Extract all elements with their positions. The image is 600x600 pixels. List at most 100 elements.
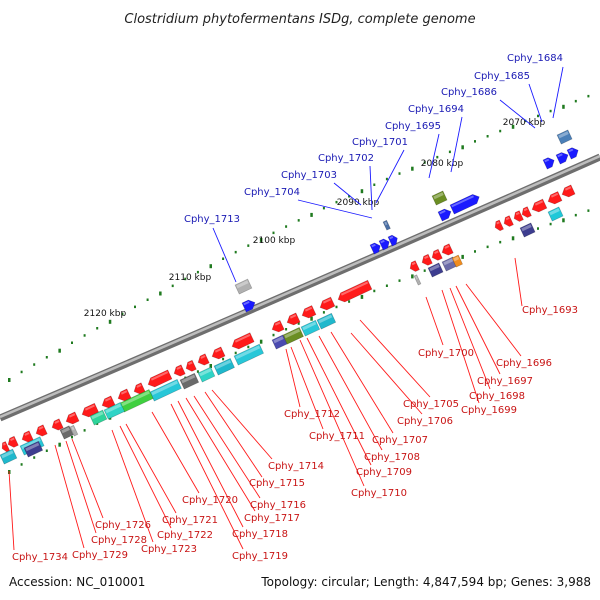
reverse-gene-arrow xyxy=(101,395,116,409)
scale-dot xyxy=(461,145,464,150)
leader-line xyxy=(333,182,362,206)
leader-line xyxy=(185,397,256,512)
leader-line xyxy=(151,411,200,494)
scale-dot xyxy=(486,135,489,138)
scale-dot xyxy=(20,370,23,374)
annotation-box xyxy=(119,389,154,413)
reverse-gene-arrow xyxy=(513,210,524,222)
scale-dot xyxy=(71,341,73,344)
reverse-gene-arrow xyxy=(337,279,373,303)
reverse-gene-arrow xyxy=(319,296,336,311)
scale-dot xyxy=(83,429,86,432)
gene-label-bottom: Cphy_1699 xyxy=(461,405,517,416)
reverse-gene-arrow xyxy=(7,435,19,448)
scale-dot xyxy=(83,334,86,337)
annotation-box xyxy=(234,278,253,295)
scale-dot xyxy=(234,250,237,254)
forward-gene-arrow xyxy=(449,194,480,215)
reverse-gene-arrow xyxy=(494,219,504,232)
scale-tick-label: 2080 kbp xyxy=(421,159,464,169)
gene-label-bottom: Cphy_1721 xyxy=(162,515,218,526)
scale-dot xyxy=(499,129,502,133)
annotation-box xyxy=(316,312,337,330)
scale-dot xyxy=(272,231,275,235)
leader-line xyxy=(204,391,263,478)
map-title: Clostridium phytofermentans ISDg, comple… xyxy=(124,12,475,27)
gene-label-top: Cphy_1685 xyxy=(474,71,530,82)
scale-dot xyxy=(297,322,300,325)
gene-label-bottom: Cphy_1698 xyxy=(469,391,525,402)
scale-dot xyxy=(474,140,476,143)
reverse-gene-arrow xyxy=(271,319,285,333)
leader-line xyxy=(65,440,97,534)
reverse-gene-arrow xyxy=(185,359,197,372)
scale-tick-label: 2120 kbp xyxy=(84,309,127,319)
forward-gene-arrow xyxy=(555,152,569,165)
annotation-box xyxy=(382,219,391,231)
scale-dot xyxy=(549,222,552,226)
leader-line xyxy=(125,423,177,514)
gene-labels: Cphy_1684 Cphy_1685 Cphy_1686 Cphy_1694 Cphy… xyxy=(12,53,578,563)
scale-dot xyxy=(574,213,577,217)
leader-line xyxy=(425,296,444,346)
leader-line xyxy=(177,400,244,528)
scale-dot xyxy=(234,351,237,355)
gene-label-top: Cphy_1702 xyxy=(318,153,374,164)
scale-dot xyxy=(171,284,174,288)
annotation-box xyxy=(89,409,108,426)
scale-dot xyxy=(385,284,388,287)
leader-line xyxy=(350,332,423,415)
annotation-box xyxy=(547,206,564,222)
scale-dot xyxy=(184,277,187,281)
annotation-box xyxy=(519,222,536,238)
leader-line xyxy=(71,438,104,519)
leader-line xyxy=(359,319,431,398)
reverse-gene-arrow xyxy=(431,248,443,261)
scale-dot xyxy=(196,370,199,373)
leader-line xyxy=(297,199,373,219)
gene-label-bottom: Cphy_1709 xyxy=(356,467,412,478)
reverse-gene-arrow xyxy=(521,206,532,218)
leader-line xyxy=(111,429,154,543)
leader-line xyxy=(212,227,237,283)
leader-line xyxy=(499,99,536,129)
scale-dot xyxy=(58,348,61,353)
scale-tick-label: 2110 kbp xyxy=(169,273,212,283)
leader-line xyxy=(375,149,405,204)
annotation-box xyxy=(300,319,321,337)
gene-label-bottom: Cphy_1700 xyxy=(418,348,474,359)
scale-dot xyxy=(448,150,451,154)
scale-dot xyxy=(511,236,515,241)
gene-label-top: Cphy_1686 xyxy=(441,87,497,98)
scale-dot xyxy=(322,206,325,210)
scale-dot xyxy=(310,316,313,321)
scale-dot xyxy=(524,119,527,123)
leader-line xyxy=(465,283,522,357)
gene-label-bottom: Cphy_1729 xyxy=(72,550,128,561)
leader-line xyxy=(119,425,172,529)
forward-gene-arrow xyxy=(542,157,555,170)
gene-label-bottom: Cphy_1697 xyxy=(477,376,533,387)
reverse-gene-arrow xyxy=(286,312,301,326)
scale-dot xyxy=(209,264,212,269)
scale-dot xyxy=(259,237,263,242)
annotation-box xyxy=(427,262,444,278)
gene-label-top: Cphy_1684 xyxy=(507,53,563,64)
annotation-box xyxy=(556,129,573,145)
leader-line xyxy=(193,395,261,499)
gene-label-top: Cphy_1701 xyxy=(352,137,408,148)
scale-dot xyxy=(537,227,539,230)
scale-dot xyxy=(58,442,61,447)
gene-label-bottom: Cphy_1708 xyxy=(364,452,420,463)
scale-dot xyxy=(335,305,338,309)
scale-dot xyxy=(285,328,288,331)
gene-label-bottom: Cphy_1734 xyxy=(12,552,68,563)
annotation-box xyxy=(0,448,18,465)
leader-line xyxy=(54,444,85,549)
scale-dot xyxy=(285,225,288,228)
gene-label-bottom: Cphy_1728 xyxy=(91,535,147,546)
leader-line xyxy=(306,337,372,466)
scale-dot xyxy=(335,200,338,204)
gene-label-bottom: Cphy_1712 xyxy=(284,409,340,420)
